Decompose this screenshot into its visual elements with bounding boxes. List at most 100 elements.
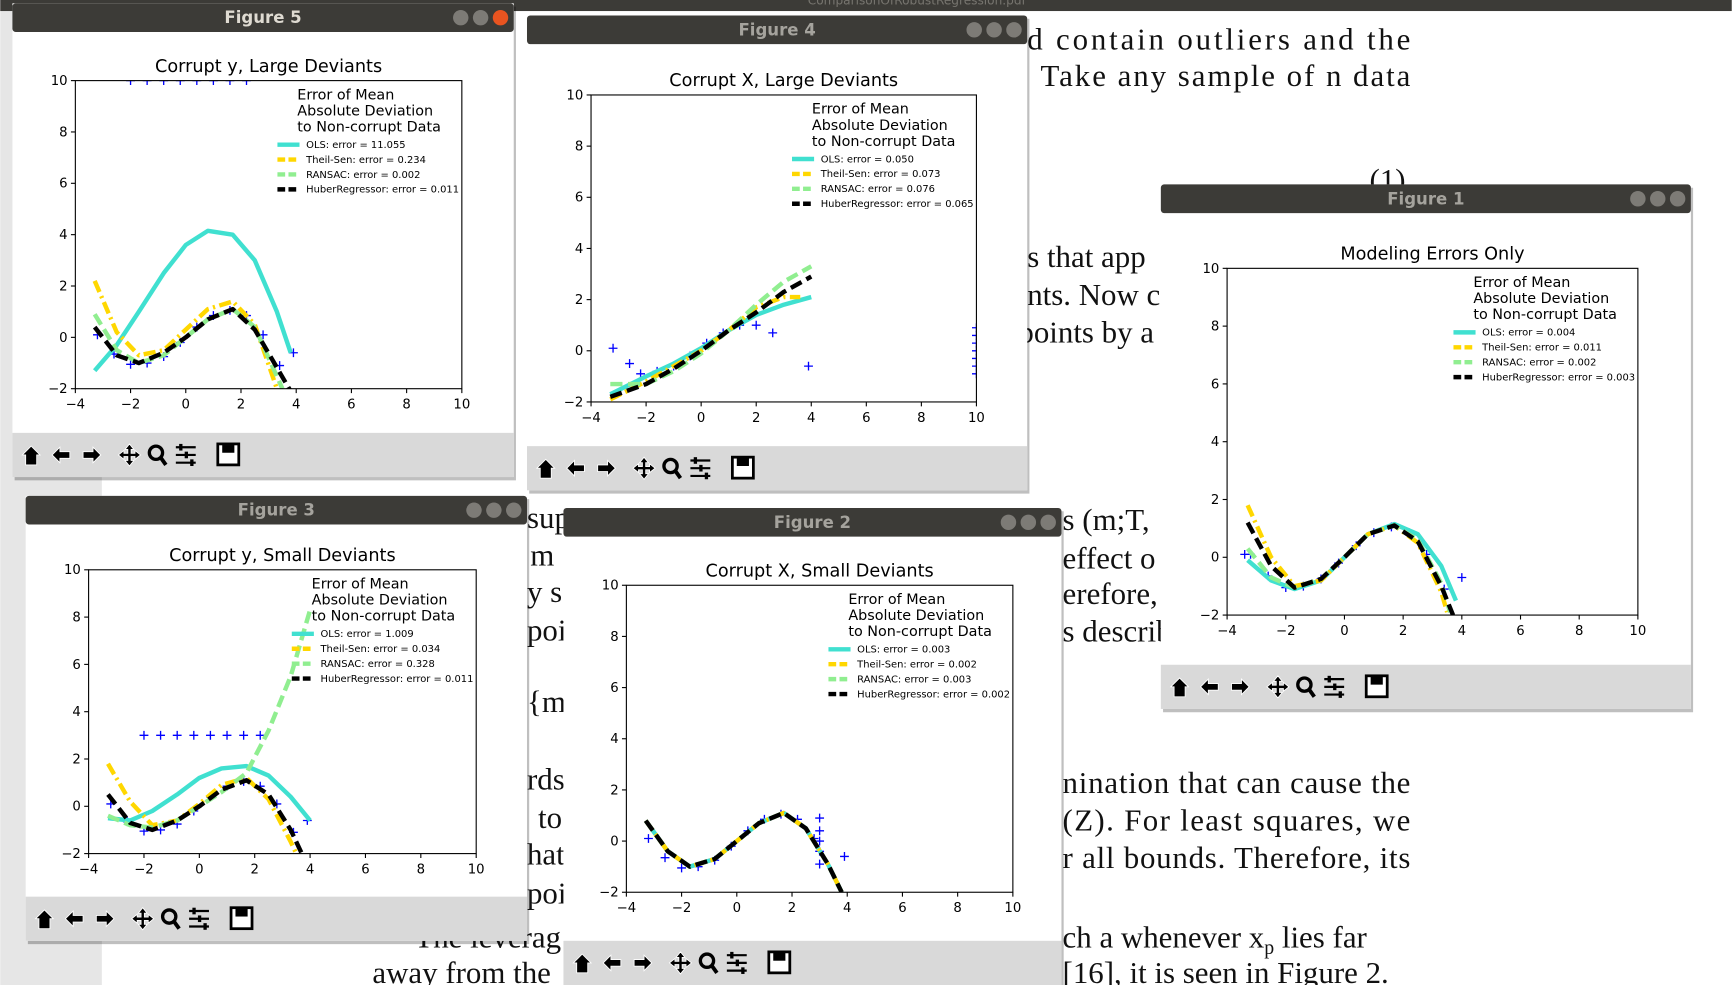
- y-tick-label: 8: [575, 140, 583, 155]
- icon: [1169, 677, 1190, 698]
- zoom-button[interactable]: [698, 952, 719, 974]
- zoom-button[interactable]: [147, 444, 168, 467]
- maximize-button[interactable]: [1650, 191, 1666, 207]
- back-button[interactable]: [51, 446, 71, 464]
- outlier-point: [972, 331, 977, 340]
- fit-line: [643, 810, 844, 893]
- close-button[interactable]: [506, 502, 522, 518]
- y-tick-label: 2: [72, 752, 80, 767]
- outlier-point: [126, 80, 135, 86]
- x-tick-label: 6: [347, 398, 355, 413]
- zoom-button[interactable]: [160, 908, 181, 930]
- forward-button[interactable]: [633, 954, 653, 972]
- outlier-point: [972, 369, 977, 379]
- configure-button[interactable]: [1324, 675, 1345, 698]
- minimize-button[interactable]: [1630, 191, 1646, 207]
- y-tick-label: 2: [59, 279, 67, 294]
- maximize-button[interactable]: [472, 9, 489, 26]
- forward-button[interactable]: [1231, 678, 1250, 696]
- close-button[interactable]: [1006, 22, 1022, 38]
- doc-text: {m: [527, 684, 566, 719]
- pan-button[interactable]: [130, 906, 155, 931]
- legend-title: to Non-corrupt Data: [812, 134, 956, 150]
- configure-button[interactable]: [189, 907, 209, 930]
- x-tick-label: −4: [79, 862, 99, 877]
- save-button[interactable]: [767, 950, 792, 975]
- minimize-button[interactable]: [466, 502, 482, 518]
- sample-point: [768, 328, 778, 338]
- fit-line: [1245, 521, 1456, 616]
- pan-button[interactable]: [668, 951, 693, 975]
- legend-title: Error of Mean: [848, 592, 945, 608]
- plot-area: [1240, 504, 1467, 616]
- configure-button[interactable]: [175, 443, 196, 466]
- icon: [203, 923, 207, 930]
- maximize-button[interactable]: [1020, 514, 1037, 531]
- doc-text: nts. Now c: [1027, 277, 1160, 312]
- home-button[interactable]: [1169, 677, 1190, 698]
- pan-button[interactable]: [117, 443, 142, 467]
- icon: [699, 464, 703, 472]
- close-button[interactable]: [492, 9, 509, 26]
- pan-button[interactable]: [1266, 675, 1290, 699]
- y-tick-label: 0: [1211, 551, 1219, 566]
- forward-button[interactable]: [82, 446, 102, 464]
- sample-point: [751, 320, 761, 330]
- sample-point: [660, 853, 670, 863]
- doc-line: points by a: [1018, 314, 1154, 349]
- y-tick-label: 6: [575, 191, 583, 206]
- y-tick-label: 4: [59, 228, 67, 243]
- maximize-button[interactable]: [986, 22, 1002, 38]
- icon: [632, 456, 656, 480]
- home-button[interactable]: [572, 953, 593, 974]
- x-tick-label: 2: [237, 398, 245, 413]
- doc-line: erefore,: [1063, 576, 1158, 611]
- icon: [1327, 675, 1331, 683]
- pan-button[interactable]: [632, 456, 656, 480]
- fit-line: [106, 778, 304, 854]
- legend-label: HuberRegressor: error = 0.065: [821, 199, 974, 210]
- close-button[interactable]: [1669, 191, 1686, 207]
- x-tick-label: 8: [402, 398, 410, 413]
- save-button[interactable]: [229, 906, 254, 931]
- home-button[interactable]: [535, 458, 556, 479]
- save-button[interactable]: [731, 455, 755, 480]
- back-button[interactable]: [1199, 678, 1219, 696]
- doc-line: ch a whenever xp lies far: [1063, 919, 1368, 959]
- maximize-button[interactable]: [486, 502, 502, 518]
- minimize-button[interactable]: [1000, 514, 1017, 531]
- icon: [192, 907, 196, 915]
- save-button[interactable]: [1364, 674, 1389, 699]
- zoom-button[interactable]: [1296, 676, 1316, 698]
- minimize-button[interactable]: [453, 9, 469, 26]
- minimize-button[interactable]: [966, 22, 982, 38]
- doc-text: poi: [527, 875, 567, 910]
- outlier-point: [159, 80, 169, 86]
- y-tick-label: 4: [610, 732, 618, 747]
- legend-label: Theil-Sen: error = 0.002: [856, 660, 977, 671]
- doc-line: s describ: [1063, 614, 1172, 649]
- outlier-point: [625, 359, 634, 368]
- legend-label: RANSAC: error = 0.003: [857, 674, 971, 685]
- icon: [1296, 676, 1313, 693]
- home-button[interactable]: [21, 445, 42, 466]
- legend-title: Absolute Deviation: [312, 593, 448, 609]
- icon: [704, 472, 709, 480]
- y-tick-label: 10: [64, 563, 81, 578]
- back-button[interactable]: [64, 909, 84, 928]
- forward-button[interactable]: [597, 459, 616, 478]
- x-tick-label: 10: [968, 411, 985, 426]
- configure-button[interactable]: [690, 457, 711, 480]
- back-button[interactable]: [566, 459, 585, 478]
- y-tick-label: 0: [575, 344, 583, 359]
- close-button[interactable]: [1040, 514, 1056, 531]
- home-button[interactable]: [34, 909, 55, 930]
- back-button[interactable]: [602, 954, 622, 972]
- zoom-button[interactable]: [662, 457, 683, 480]
- configure-button[interactable]: [726, 951, 747, 974]
- icon: [602, 954, 622, 972]
- save-button[interactable]: [216, 442, 241, 467]
- forward-button[interactable]: [95, 909, 115, 928]
- outlier-point: [205, 730, 215, 740]
